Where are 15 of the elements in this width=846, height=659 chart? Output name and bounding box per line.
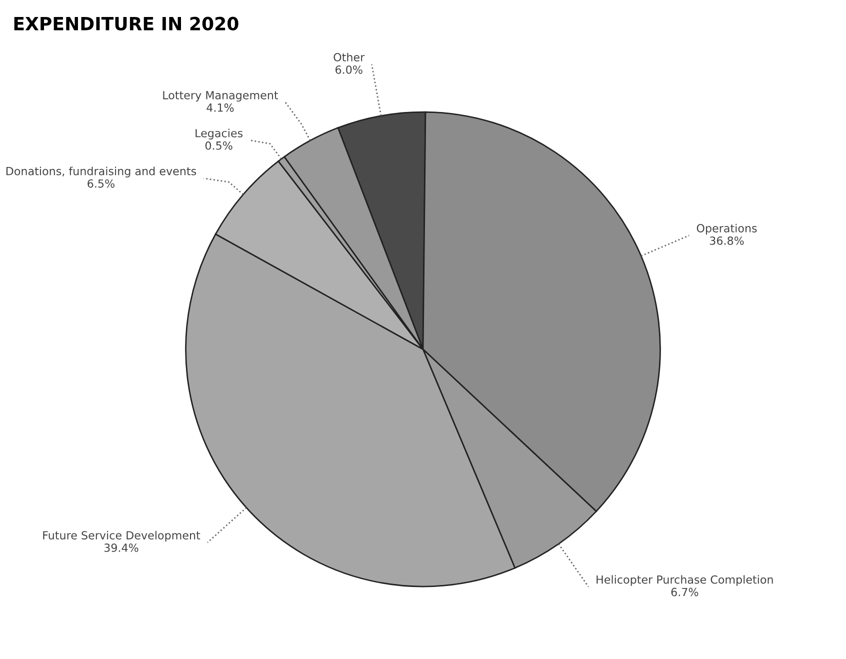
data-label: 0.5% xyxy=(205,141,232,150)
data-label: 36.8% xyxy=(710,236,744,245)
slice-label: Operations xyxy=(696,224,757,235)
data-label: 4.1% xyxy=(206,103,234,112)
slice-label: Future Service Development xyxy=(43,530,200,542)
slice-label: Donations, fundraising and events xyxy=(6,166,196,178)
data-label: 39.4% xyxy=(104,544,138,552)
slice-label: Other xyxy=(334,52,365,62)
chart-title: EXPENDITURE IN 2020 xyxy=(14,16,238,30)
slice-label: Lottery Management xyxy=(163,91,278,102)
data-label: 6.7% xyxy=(671,588,698,596)
slice-label: Helicopter Purchase Completion xyxy=(596,575,773,586)
data-label: 6.5% xyxy=(88,179,114,188)
slice-label: Legacies xyxy=(196,128,243,140)
data-label: 6.0% xyxy=(336,65,362,74)
